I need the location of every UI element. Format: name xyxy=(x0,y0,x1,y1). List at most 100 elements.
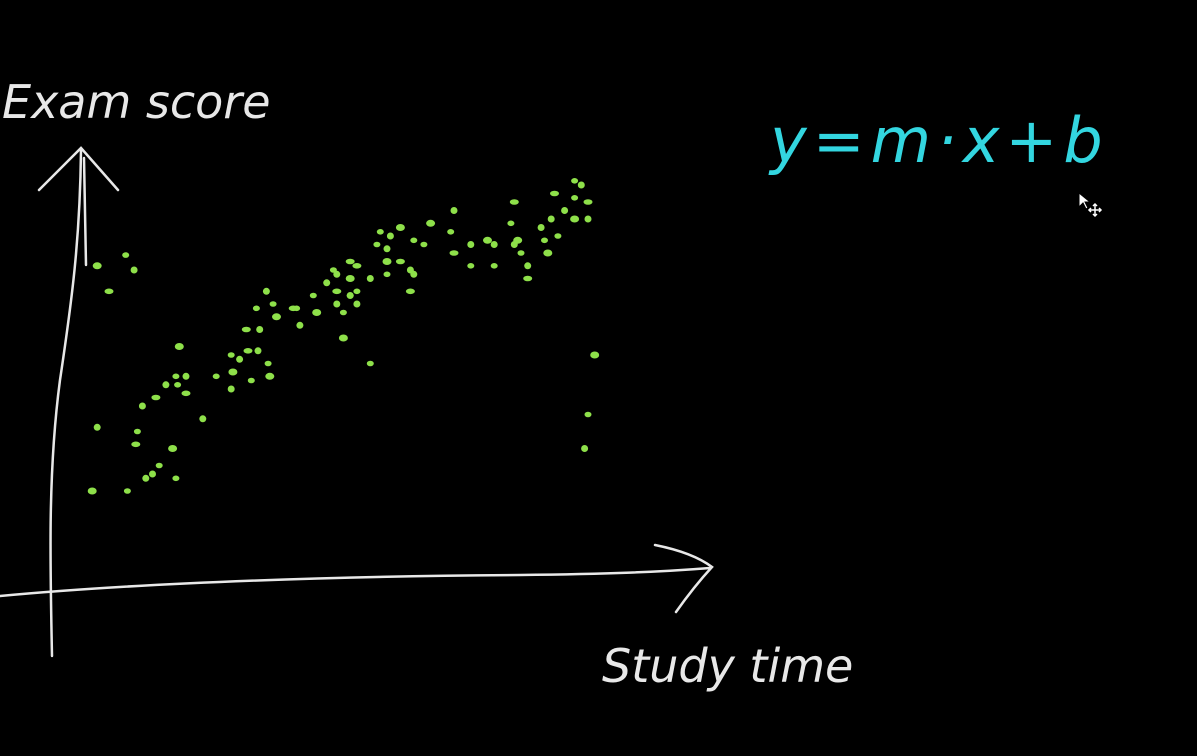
y-axis-label: Exam score xyxy=(2,75,271,129)
data-point xyxy=(509,199,519,205)
data-point xyxy=(182,372,190,380)
data-point xyxy=(212,373,220,380)
data-point xyxy=(345,275,355,282)
data-point xyxy=(130,266,138,274)
scatter-points xyxy=(87,178,600,495)
data-point xyxy=(333,300,341,308)
data-point xyxy=(262,287,270,295)
data-point xyxy=(376,229,384,235)
data-point xyxy=(513,236,523,244)
data-point xyxy=(247,377,255,384)
data-point xyxy=(254,347,262,355)
data-point xyxy=(450,207,458,214)
data-point xyxy=(131,441,141,448)
move-cursor-icon xyxy=(1078,192,1103,218)
data-point xyxy=(353,288,361,295)
data-point xyxy=(338,334,348,342)
data-point xyxy=(142,474,150,482)
equation-annotation: y=m·x+b xyxy=(768,104,1109,177)
data-point xyxy=(467,241,475,248)
data-point xyxy=(561,207,569,214)
data-point xyxy=(236,355,244,363)
data-point xyxy=(383,245,391,253)
data-point xyxy=(174,382,182,388)
data-point xyxy=(227,385,235,393)
data-point xyxy=(346,292,354,299)
data-point xyxy=(243,348,253,354)
data-point xyxy=(264,360,272,367)
data-point xyxy=(309,292,317,299)
data-point xyxy=(449,250,459,256)
data-point xyxy=(550,190,559,197)
data-point xyxy=(155,462,163,469)
data-point xyxy=(241,326,251,333)
data-point xyxy=(228,368,238,376)
data-point xyxy=(523,275,533,282)
data-point xyxy=(420,241,428,248)
data-point xyxy=(543,249,553,257)
data-point xyxy=(570,215,580,223)
data-point xyxy=(199,415,207,423)
data-point xyxy=(332,288,342,295)
data-point xyxy=(122,252,130,258)
data-point xyxy=(383,271,391,278)
y-axis xyxy=(49,148,83,658)
data-point xyxy=(265,372,275,380)
data-point xyxy=(312,309,322,316)
data-point xyxy=(93,423,101,431)
data-point xyxy=(352,263,362,269)
data-point xyxy=(133,428,141,435)
data-point xyxy=(590,351,600,359)
data-point xyxy=(149,470,156,478)
data-point xyxy=(353,300,361,308)
data-point xyxy=(172,373,180,380)
data-point xyxy=(293,305,301,312)
data-point xyxy=(507,220,515,227)
data-point xyxy=(405,288,415,295)
data-point xyxy=(269,301,277,307)
data-point xyxy=(395,258,405,265)
data-point xyxy=(447,229,455,235)
data-point xyxy=(172,475,180,482)
y-axis-arrowhead xyxy=(37,146,120,267)
data-point xyxy=(571,195,579,201)
data-point xyxy=(490,241,498,248)
data-point xyxy=(323,279,331,287)
data-point xyxy=(490,263,498,269)
data-point xyxy=(584,411,592,418)
data-point xyxy=(541,237,548,244)
data-point xyxy=(554,233,562,239)
data-point xyxy=(426,219,436,227)
data-point xyxy=(524,262,532,270)
data-point xyxy=(410,270,418,278)
data-point xyxy=(272,313,281,321)
data-point xyxy=(547,215,555,223)
data-point xyxy=(366,360,374,367)
data-point xyxy=(123,488,131,494)
data-point xyxy=(571,178,579,184)
data-point xyxy=(382,258,392,265)
data-point xyxy=(577,181,585,189)
data-point xyxy=(395,224,405,231)
x-axis-arrowhead xyxy=(653,543,714,614)
data-point xyxy=(181,390,191,397)
data-point xyxy=(373,241,381,248)
data-point xyxy=(537,224,545,231)
data-point xyxy=(104,288,114,295)
data-point xyxy=(256,326,264,333)
x-axis-label: Study time xyxy=(602,639,853,693)
data-point xyxy=(581,445,589,452)
data-point xyxy=(227,352,235,358)
data-point xyxy=(174,343,184,350)
data-point xyxy=(87,487,97,495)
data-point xyxy=(168,445,178,452)
data-point xyxy=(296,321,304,329)
data-point xyxy=(333,270,341,278)
data-point xyxy=(252,305,260,312)
data-point xyxy=(162,381,170,389)
data-point xyxy=(483,236,492,244)
data-point xyxy=(583,199,593,205)
data-point xyxy=(339,309,347,316)
data-point xyxy=(584,215,592,223)
